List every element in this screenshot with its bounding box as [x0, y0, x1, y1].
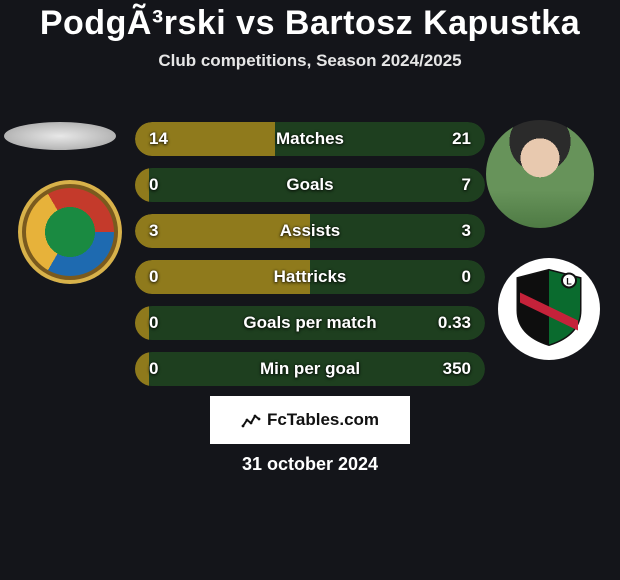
stat-value-right: 3 — [462, 214, 471, 248]
stat-value-right: 21 — [452, 122, 471, 156]
player-right-avatar — [486, 120, 594, 228]
shield-icon: L — [514, 268, 584, 346]
generated-date: 31 october 2024 — [0, 454, 620, 475]
stat-row-goals: 0 Goals 7 — [135, 168, 485, 202]
club-left-crest — [18, 180, 122, 284]
stat-value-right: 350 — [443, 352, 471, 386]
branding-link[interactable]: FcTables.com — [210, 396, 410, 444]
stat-row-matches: 14 Matches 21 — [135, 122, 485, 156]
stat-row-assists: 3 Assists 3 — [135, 214, 485, 248]
svg-text:L: L — [566, 276, 572, 286]
comparison-subtitle: Club competitions, Season 2024/2025 — [0, 51, 620, 71]
stat-row-min-per-goal: 0 Min per goal 350 — [135, 352, 485, 386]
club-right-crest: L — [498, 258, 600, 360]
stat-row-hattricks: 0 Hattricks 0 — [135, 260, 485, 294]
stat-label: Assists — [135, 214, 485, 248]
stat-label: Hattricks — [135, 260, 485, 294]
stat-label: Matches — [135, 122, 485, 156]
stat-label: Goals — [135, 168, 485, 202]
player-left-avatar — [4, 122, 116, 150]
stat-row-goals-per-match: 0 Goals per match 0.33 — [135, 306, 485, 340]
stats-area: 14 Matches 21 0 Goals 7 3 Assists 3 0 Ha… — [135, 122, 485, 398]
stat-value-right: 7 — [462, 168, 471, 202]
stat-label: Min per goal — [135, 352, 485, 386]
stat-value-right: 0.33 — [438, 306, 471, 340]
comparison-title: PodgÃ³rski vs Bartosz Kapustka — [0, 0, 620, 43]
fctables-logo-icon — [241, 410, 261, 430]
stat-label: Goals per match — [135, 306, 485, 340]
branding-text: FcTables.com — [267, 410, 379, 430]
stat-value-right: 0 — [462, 260, 471, 294]
